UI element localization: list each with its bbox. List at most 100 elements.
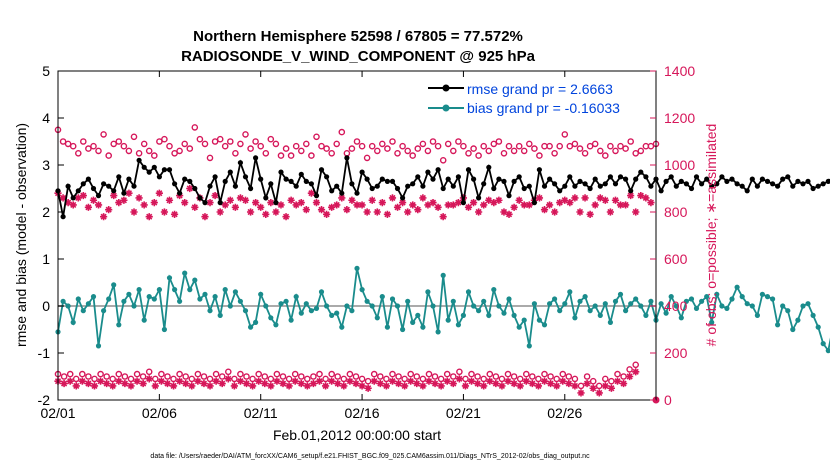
- rmse-point: [65, 183, 71, 189]
- obs-possible-marker: [571, 140, 579, 148]
- obs-assimilated-low-marker: [626, 372, 634, 381]
- obs-assimilated-marker: [64, 199, 72, 207]
- obs-possible-marker: [531, 145, 538, 152]
- bias-point: [182, 270, 188, 276]
- bias-point: [207, 308, 213, 314]
- rmse-point: [354, 190, 360, 196]
- obs-assimilated-marker: [322, 210, 331, 218]
- obs-assimilated-marker: [621, 201, 630, 209]
- obs-possible-low-marker: [279, 373, 287, 380]
- rmse-point: [531, 200, 538, 206]
- obs-assimilated-marker: [606, 208, 614, 216]
- obs-assimilated-marker: [74, 194, 82, 202]
- obs-possible-marker: [125, 147, 133, 155]
- bias-point: [101, 308, 107, 314]
- obs-possible-marker: [272, 140, 280, 148]
- rmse-point: [744, 188, 750, 194]
- obs-assimilated-low-marker: [84, 379, 93, 388]
- rmse-point: [374, 183, 380, 189]
- obs-possible-marker: [145, 147, 153, 155]
- obs-possible-marker: [536, 152, 543, 159]
- obs-assimilated-marker: [444, 201, 452, 209]
- obs-assimilated-marker: [231, 203, 239, 211]
- obs-possible-marker: [313, 133, 320, 141]
- obs-possible-marker: [419, 140, 427, 148]
- obs-possible-marker: [602, 152, 609, 159]
- obs-assimilated-low-marker: [188, 382, 196, 390]
- obs-possible-low-marker: [498, 375, 506, 383]
- rmse-point: [516, 174, 522, 180]
- obs-possible-marker: [576, 145, 584, 152]
- bias-point: [678, 315, 684, 321]
- bias-point: [562, 301, 568, 307]
- obs-assimilated-low-marker: [559, 377, 567, 385]
- obs-possible-marker: [424, 147, 432, 155]
- obs-assimilated-low-marker: [249, 382, 257, 390]
- bias-point: [329, 312, 335, 318]
- obs-assimilated-low-marker: [425, 377, 433, 385]
- rmse-point: [278, 169, 284, 175]
- obs-possible-marker: [384, 145, 391, 152]
- obs-assimilated-marker: [596, 194, 604, 202]
- obs-possible-low-marker: [589, 377, 597, 385]
- obs-possible-marker: [358, 142, 366, 150]
- obs-assimilated-marker: [69, 201, 77, 209]
- obs-assimilated-marker: [348, 196, 356, 204]
- obs-possible-low-marker: [182, 373, 189, 380]
- bias-point: [369, 303, 375, 309]
- y-right-tick-label: 200: [664, 345, 688, 361]
- bias-point: [501, 310, 507, 316]
- legend-bias-label: bias grand pr = -0.16033: [467, 100, 620, 116]
- bias-point: [394, 303, 401, 309]
- obs-assimilated-low-marker: [285, 382, 293, 390]
- obs-possible-marker: [156, 138, 163, 145]
- y-left-tick-label: 5: [42, 63, 50, 79]
- rmse-point: [693, 174, 700, 180]
- obs-assimilated-marker: [282, 213, 290, 221]
- obs-assimilated-marker: [241, 196, 250, 204]
- bias-point: [521, 317, 527, 323]
- bias-point: [248, 324, 254, 330]
- rmse-point: [116, 174, 122, 180]
- obs-possible-low-marker: [316, 370, 323, 378]
- obs-assimilated-marker: [236, 194, 245, 202]
- obs-possible-low-marker: [614, 370, 621, 378]
- obs-assimilated-low-marker: [407, 377, 415, 385]
- obs-possible-marker: [277, 152, 285, 159]
- rmse-point: [572, 183, 578, 189]
- obs-assimilated-low-marker: [388, 377, 397, 385]
- obs-possible-low-marker: [85, 373, 92, 380]
- obs-possible-low-marker: [492, 373, 500, 380]
- rmse-point: [430, 176, 436, 182]
- obs-assimilated-low-marker: [376, 379, 384, 388]
- obs-assimilated-marker: [409, 201, 417, 209]
- rmse-point: [749, 176, 755, 182]
- rmse-point: [658, 188, 664, 194]
- bias-point: [288, 317, 294, 323]
- rmse-point: [673, 183, 679, 189]
- rmse-point: [815, 183, 821, 189]
- rmse-point: [719, 174, 725, 180]
- bias-point: [638, 303, 644, 309]
- obs-possible-marker: [216, 135, 224, 143]
- obs-assimilated-marker: [480, 201, 488, 209]
- obs-assimilated-marker: [591, 201, 599, 209]
- obs-possible-marker: [490, 140, 498, 148]
- bias-point: [308, 308, 314, 314]
- obs-assimilated-marker: [59, 194, 67, 202]
- bias-point: [496, 303, 502, 309]
- obs-assimilated-marker: [383, 210, 392, 218]
- obs-possible-low-marker: [158, 370, 165, 378]
- rmse-point: [410, 181, 416, 187]
- rmse-point: [481, 181, 487, 187]
- rmse-point: [800, 181, 806, 187]
- obs-possible-low-marker: [72, 375, 80, 383]
- obs-possible-marker: [526, 140, 533, 148]
- obs-assimilated-marker: [84, 203, 93, 211]
- obs-assimilated-marker: [181, 199, 189, 207]
- bias-point: [232, 289, 238, 295]
- obs-possible-low-marker: [449, 373, 457, 380]
- bias-point: [764, 294, 771, 300]
- bias-point: [688, 296, 695, 302]
- obs-possible-low-marker: [510, 373, 518, 380]
